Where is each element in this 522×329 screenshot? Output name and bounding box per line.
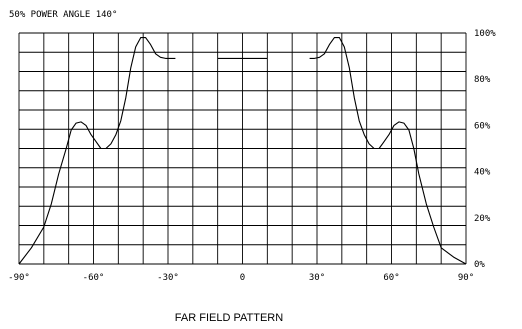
x-axis-ticks: -90° -60° -30° 0 30° 60° 90° [8, 273, 474, 283]
chart-grid [18, 32, 467, 265]
x-tick-label: 0 [240, 273, 245, 283]
chart-title: 50% POWER ANGLE 140° [9, 10, 117, 20]
y-tick-label: 20% [474, 214, 491, 224]
y-tick-label: 60% [474, 121, 491, 131]
x-tick-label: 30° [309, 273, 325, 283]
y-tick-label: 80% [474, 75, 491, 85]
y-tick-label: 100% [474, 29, 496, 39]
x-tick-label: -30° [157, 273, 179, 283]
pattern-curve [18, 37, 467, 265]
x-tick-label: -90° [8, 273, 30, 283]
y-axis-ticks: 0% 20% 40% 60% 80% 100% [474, 29, 496, 270]
series-line [18, 37, 176, 265]
y-tick-label: 40% [474, 168, 491, 178]
x-tick-label: -60° [83, 273, 105, 283]
y-tick-label: 0% [474, 260, 485, 270]
x-tick-label: 60° [383, 273, 399, 283]
chart-caption: FAR FIELD PATTERN [175, 312, 283, 324]
series-line [309, 37, 467, 265]
x-tick-label: 90° [458, 273, 474, 283]
